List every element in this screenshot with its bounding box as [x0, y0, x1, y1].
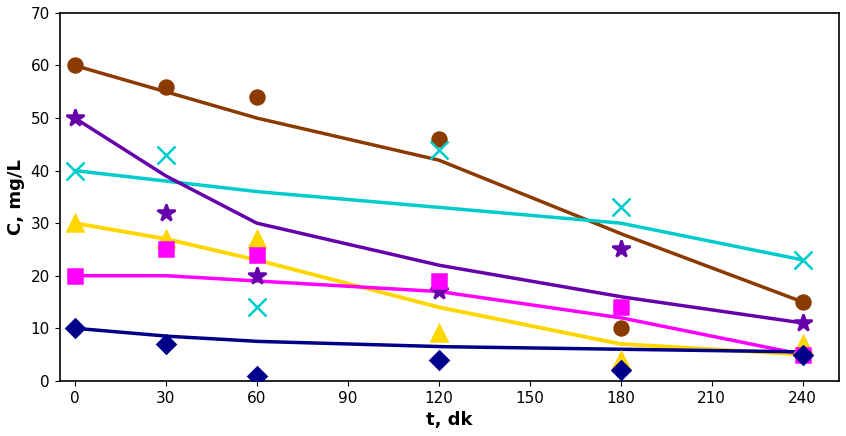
X-axis label: t, dk: t, dk	[426, 411, 473, 429]
Y-axis label: C, mg/L: C, mg/L	[7, 159, 25, 235]
